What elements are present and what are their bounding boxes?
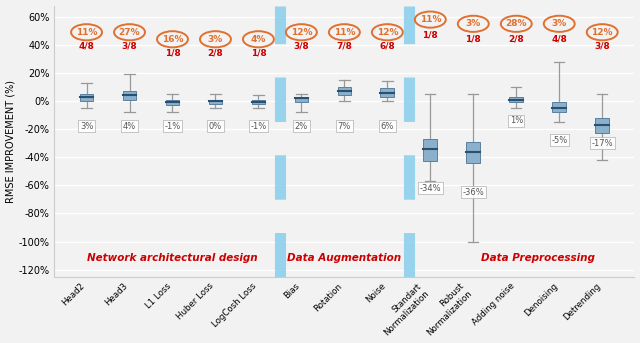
Text: 7%: 7% xyxy=(338,122,351,131)
Bar xyxy=(467,142,480,163)
Text: 12%: 12% xyxy=(376,28,398,37)
Text: 3%: 3% xyxy=(80,122,93,131)
Text: 1/8: 1/8 xyxy=(422,31,438,39)
Text: 1/8: 1/8 xyxy=(164,49,180,58)
Text: 11%: 11% xyxy=(76,28,97,37)
Text: 2/8: 2/8 xyxy=(508,35,524,44)
Y-axis label: RMSE IMPROVEMENT (%): RMSE IMPROVEMENT (%) xyxy=(6,80,15,203)
Text: Network architectural design: Network architectural design xyxy=(87,252,258,263)
Bar xyxy=(252,100,266,104)
Bar xyxy=(552,103,566,112)
Text: -36%: -36% xyxy=(463,188,484,197)
Text: 2/8: 2/8 xyxy=(207,49,223,58)
Bar xyxy=(595,118,609,133)
Text: 12%: 12% xyxy=(291,28,312,37)
Text: 2%: 2% xyxy=(295,122,308,131)
Text: 12%: 12% xyxy=(591,28,613,37)
Text: -17%: -17% xyxy=(591,139,613,148)
Text: 4%: 4% xyxy=(123,122,136,131)
Text: -1%: -1% xyxy=(250,122,267,131)
Text: Data Augmentation: Data Augmentation xyxy=(287,252,401,263)
Bar xyxy=(79,94,93,101)
Bar xyxy=(294,97,308,103)
Text: 3%: 3% xyxy=(208,35,223,44)
Bar xyxy=(424,139,437,162)
Text: 1/8: 1/8 xyxy=(465,35,481,44)
Text: 3/8: 3/8 xyxy=(595,42,610,51)
Bar xyxy=(509,97,523,103)
Text: 3/8: 3/8 xyxy=(122,42,138,51)
Text: 6/8: 6/8 xyxy=(380,42,396,51)
Text: 7/8: 7/8 xyxy=(337,42,352,51)
Text: 16%: 16% xyxy=(162,35,183,44)
Bar xyxy=(380,88,394,97)
Bar xyxy=(166,100,179,105)
Text: 1/8: 1/8 xyxy=(251,49,266,58)
Bar xyxy=(209,100,222,104)
Text: 4%: 4% xyxy=(251,35,266,44)
Text: 3%: 3% xyxy=(552,19,567,28)
Text: 6%: 6% xyxy=(381,122,394,131)
Text: 27%: 27% xyxy=(118,28,140,37)
Text: 4/8: 4/8 xyxy=(551,35,567,44)
Text: -5%: -5% xyxy=(551,136,568,145)
Text: 11%: 11% xyxy=(333,28,355,37)
Text: Data Preprocessing: Data Preprocessing xyxy=(481,252,595,263)
Text: 3%: 3% xyxy=(466,19,481,28)
Bar xyxy=(337,87,351,95)
Text: 28%: 28% xyxy=(506,19,527,28)
Text: -1%: -1% xyxy=(164,122,180,131)
Text: 4/8: 4/8 xyxy=(79,42,95,51)
Bar xyxy=(123,91,136,100)
Text: 1%: 1% xyxy=(509,116,523,125)
Text: 3/8: 3/8 xyxy=(294,42,309,51)
Text: 0%: 0% xyxy=(209,122,222,131)
Text: -34%: -34% xyxy=(419,184,441,193)
Text: 11%: 11% xyxy=(420,15,441,24)
